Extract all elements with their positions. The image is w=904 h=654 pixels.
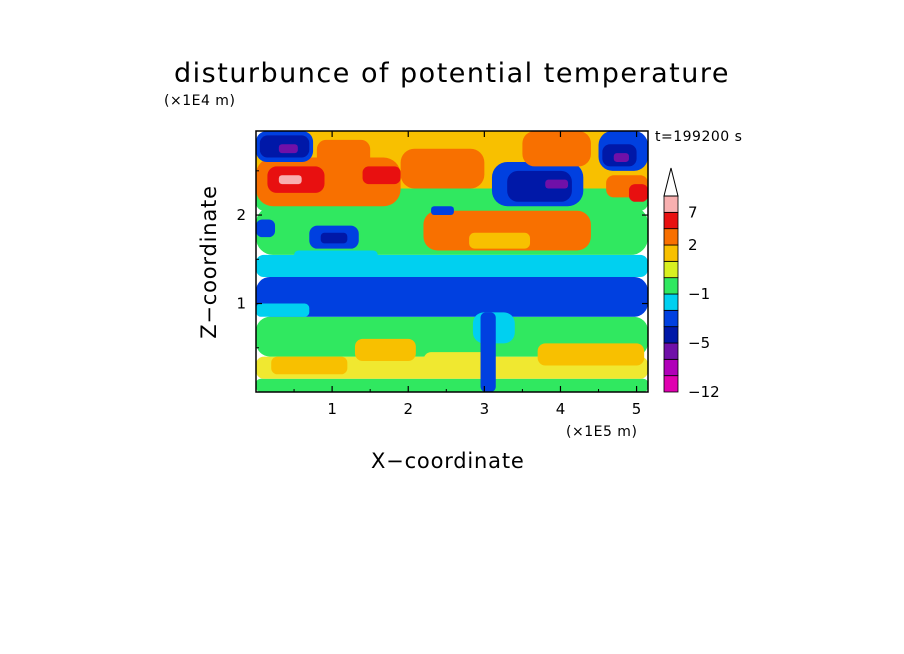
- x-tick-label: 2: [403, 400, 413, 418]
- heatmap-field: [256, 131, 648, 392]
- colorbar-bin-1: [663, 358, 679, 377]
- colorbar-label: −12: [688, 383, 720, 401]
- heatmap-region-17: [469, 232, 531, 249]
- heatmap-region-22: [400, 148, 485, 189]
- colorbar-bin-9: [663, 228, 679, 246]
- x-tick-label: 3: [480, 400, 490, 418]
- y-axis-ticks: 12: [236, 170, 648, 349]
- heatmap-region-26: [431, 206, 454, 216]
- heatmap-region-38: [256, 219, 276, 238]
- x-axis-unit: (×1E5 m): [566, 424, 638, 440]
- colorbar-bin-2: [663, 342, 679, 360]
- colorbar-label: 7: [688, 203, 698, 221]
- colorbar-bin-7: [663, 260, 679, 279]
- heatmap-region-39: [480, 312, 496, 392]
- colorbar-label: 2: [688, 236, 698, 254]
- colorbar: −12−5−127: [663, 167, 720, 401]
- heatmap-region-8: [354, 338, 416, 362]
- heatmap-region-31: [522, 131, 591, 167]
- heatmap-region-15: [320, 232, 348, 244]
- heatmap-region-11: [256, 303, 310, 317]
- colorbar-label: −1: [688, 285, 710, 303]
- heatmap-region-24: [507, 170, 572, 202]
- x-tick-label: 4: [556, 400, 566, 418]
- plot-frame: [255, 130, 649, 393]
- time-label: t=199200 s: [655, 129, 743, 145]
- heatmap-region-9: [537, 343, 645, 366]
- y-axis-unit: (×1E4 m): [164, 93, 236, 109]
- colorbar-bin-10: [663, 211, 679, 230]
- x-tick-label: 1: [327, 400, 337, 418]
- heatmap-region-16: [423, 210, 591, 251]
- heatmap-region-34: [613, 153, 629, 162]
- colorbar-bin-6: [663, 277, 679, 295]
- heatmap-region-30: [316, 139, 371, 167]
- heatmap-region-36: [628, 184, 648, 202]
- heatmap-region-25: [545, 179, 569, 189]
- heatmap-region-3: [256, 276, 648, 317]
- colorbar-label: −5: [688, 334, 710, 352]
- heatmap-region-37: [362, 166, 401, 185]
- chart-title: disturbunce of potential temperature: [174, 58, 730, 89]
- colorbar-bin-0: [663, 375, 679, 393]
- colorbar-extend-triangle: [663, 167, 679, 197]
- colorbar-bin-5: [663, 293, 679, 311]
- x-axis-label: X−coordinate: [371, 449, 525, 473]
- heatmap-region-29: [278, 144, 298, 154]
- y-tick-label: 1: [236, 295, 246, 313]
- heatmap-region-21: [278, 175, 302, 185]
- x-axis-ticks: 1 2 3 4 5: [293, 131, 642, 418]
- colorbar-bin-3: [663, 326, 679, 344]
- heatmap-region-10: [423, 352, 492, 375]
- x-tick-label: 5: [632, 400, 642, 418]
- heatmap-region-13: [294, 250, 378, 264]
- heatmap-region-7: [271, 356, 348, 375]
- heatmap-region-0: [256, 378, 648, 392]
- colorbar-bin-4: [663, 309, 679, 328]
- y-tick-label: 2: [236, 206, 246, 224]
- colorbar-bin-8: [663, 244, 679, 262]
- colorbar-bin-11: [663, 195, 679, 213]
